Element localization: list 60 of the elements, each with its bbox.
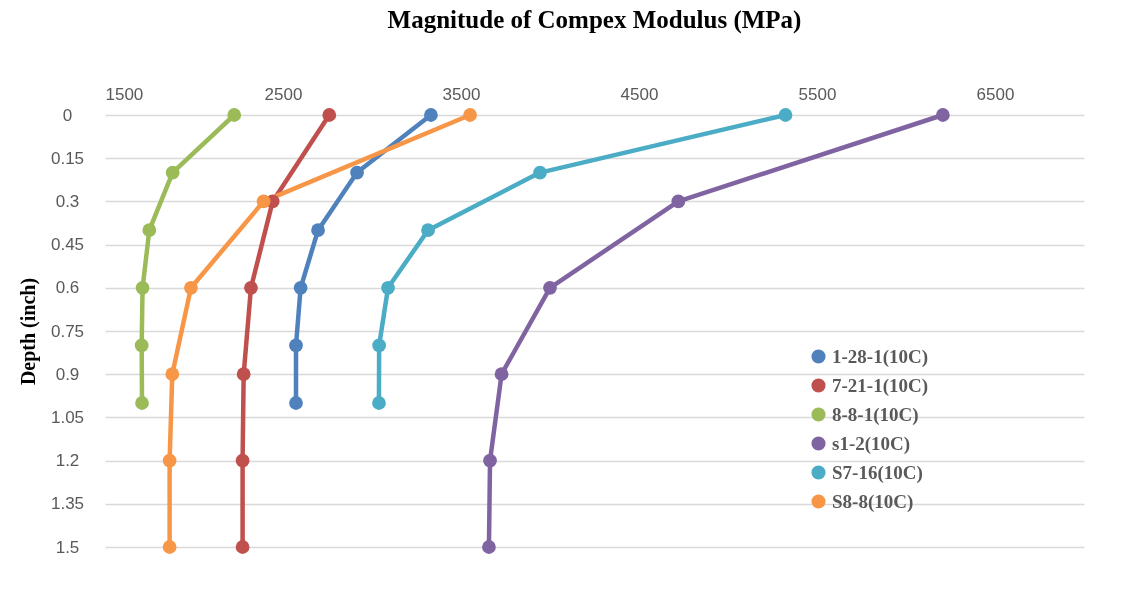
point bbox=[483, 453, 497, 468]
chart-title: Magnitude of Compex Modulus (MPa) bbox=[387, 6, 802, 34]
x-tick-label: 2500 bbox=[264, 84, 303, 104]
point bbox=[372, 396, 386, 410]
point bbox=[289, 396, 303, 410]
x-tick-label: 3500 bbox=[442, 84, 481, 104]
point bbox=[311, 223, 325, 238]
y-tick-label: 0.9 bbox=[55, 364, 80, 384]
legend-label: 1-28-1(10C) bbox=[832, 345, 929, 368]
y-axis-title: Depth (inch) bbox=[16, 277, 40, 386]
point bbox=[293, 280, 308, 295]
y-tick-label: 0.75 bbox=[50, 321, 85, 341]
x-tick-label: 5500 bbox=[798, 84, 837, 104]
point bbox=[778, 108, 793, 122]
point bbox=[533, 165, 547, 180]
y-tick-label: 1.35 bbox=[50, 494, 85, 514]
legend-label: 8-8-1(10C) bbox=[832, 403, 919, 426]
point bbox=[135, 396, 149, 410]
point bbox=[135, 280, 150, 295]
point bbox=[235, 540, 250, 554]
point bbox=[494, 367, 509, 382]
point bbox=[244, 280, 258, 295]
legend-label: s1-2(10C) bbox=[832, 432, 911, 455]
x-tick-label: 6500 bbox=[976, 84, 1015, 104]
point bbox=[142, 223, 157, 238]
point bbox=[235, 453, 250, 468]
point bbox=[162, 453, 177, 468]
point bbox=[543, 280, 557, 295]
point bbox=[322, 108, 337, 122]
point bbox=[350, 165, 364, 180]
y-tick-label: 0.15 bbox=[50, 148, 85, 168]
y-tick-label: 1.05 bbox=[50, 407, 85, 427]
point bbox=[935, 108, 950, 122]
point bbox=[162, 540, 177, 554]
point bbox=[165, 165, 180, 180]
point bbox=[421, 223, 435, 238]
point bbox=[134, 338, 149, 353]
legend-label: S8-8(10C) bbox=[832, 490, 914, 513]
point bbox=[463, 108, 477, 122]
point bbox=[381, 280, 395, 295]
y-tick-label: 1.5 bbox=[55, 537, 80, 557]
point bbox=[227, 108, 242, 122]
x-tick-label: 1500 bbox=[105, 84, 144, 104]
legend-label: 7-21-1(10C) bbox=[832, 374, 929, 397]
y-tick-label: 0.6 bbox=[55, 278, 80, 298]
legend-label: S7-16(10C) bbox=[832, 461, 923, 484]
y-tick-label: 0.45 bbox=[50, 235, 85, 255]
point bbox=[184, 280, 198, 295]
point bbox=[256, 194, 271, 209]
point bbox=[671, 194, 686, 209]
point bbox=[289, 338, 303, 353]
point bbox=[165, 367, 180, 382]
point bbox=[424, 108, 438, 122]
y-tick-label: 1.2 bbox=[55, 451, 80, 471]
point bbox=[372, 338, 387, 353]
x-tick-label: 4500 bbox=[620, 84, 659, 104]
y-tick-label: 0.3 bbox=[55, 191, 80, 211]
point bbox=[482, 540, 496, 554]
point bbox=[236, 367, 251, 382]
y-tick-label: 0 bbox=[62, 105, 73, 125]
